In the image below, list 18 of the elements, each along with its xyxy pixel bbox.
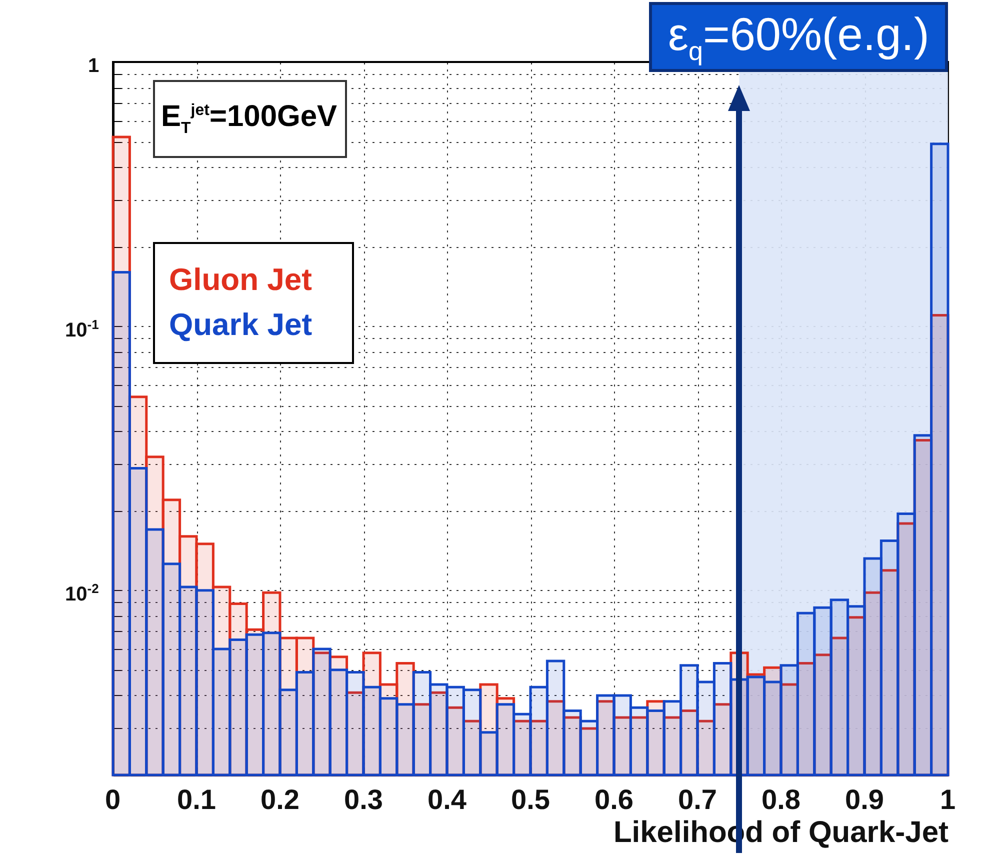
x-tick-label: 0.6 <box>594 784 634 816</box>
x-tick-label: 0 <box>105 784 121 816</box>
series-label: Gluon Jet <box>169 261 312 299</box>
annotation: E$_{T}$$^{jet}$=100GeV <box>153 80 348 158</box>
x-tick-label: 0.2 <box>260 784 300 816</box>
y-tick-label: 10$^{-2}$ <box>65 581 99 606</box>
y-tick-label: 10$^{-1}$ <box>65 317 99 342</box>
y-tick-label: 1 <box>88 55 100 77</box>
x-tick-label: 0.4 <box>428 784 466 816</box>
x-tick-label: 0.9 <box>845 784 884 816</box>
x-tick-label: 0.1 <box>177 784 216 816</box>
x-tick-label: 1 <box>940 784 956 816</box>
x-tick-label: 0.3 <box>344 784 383 816</box>
series-label: Quark Jet <box>169 306 312 344</box>
band-label: ε$_{q}$=60%(e.g.) <box>649 2 948 72</box>
x-tick-label: 0.8 <box>762 784 800 816</box>
x-tick-label: 0.5 <box>511 784 550 816</box>
x-tick-label: 0.7 <box>678 784 717 816</box>
